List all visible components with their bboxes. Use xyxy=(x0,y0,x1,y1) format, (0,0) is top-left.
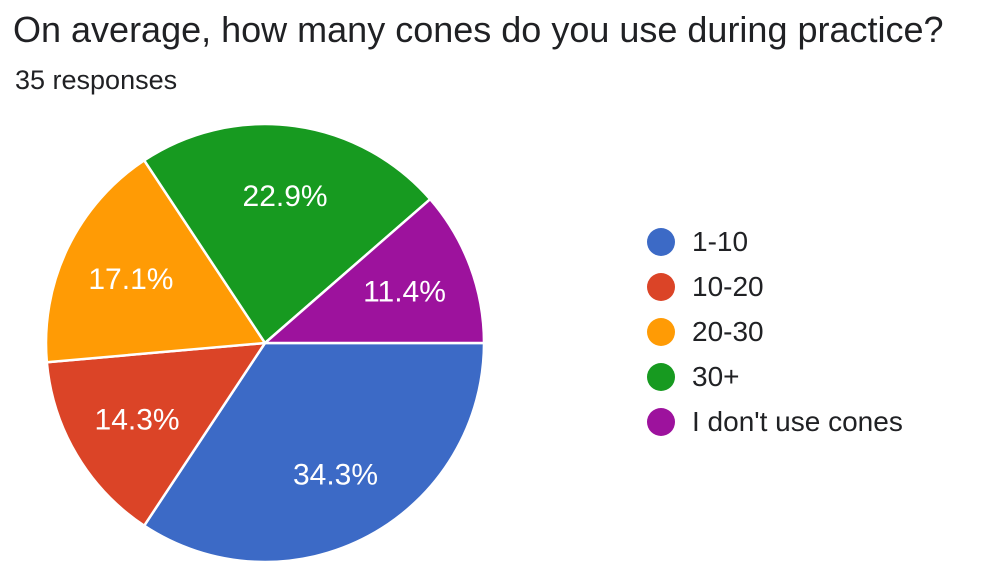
legend-item-1-10: 1-10 xyxy=(647,219,903,264)
legend-color-dot-icon xyxy=(647,407,675,436)
chart-legend: 1-10 10-20 20-30 30+ I don't use cones xyxy=(647,219,903,444)
response-count: 35 responses xyxy=(15,65,178,95)
pie-slice-10-20[interactable] xyxy=(45,341,267,527)
pie-slice-label-10-20: 14.3% xyxy=(95,404,180,437)
legend-color-dot-icon xyxy=(647,317,675,346)
pie-slice-20-30[interactable] xyxy=(44,159,267,364)
legend-color-dot-icon xyxy=(647,362,675,391)
pie-slice-label-1-10: 34.3% xyxy=(293,459,378,492)
pie-slice-label-20-30: 17.1% xyxy=(88,263,173,296)
legend-color-dot-icon xyxy=(647,227,675,256)
legend-label: 20-30 xyxy=(692,315,764,347)
question-title: On average, how many cones do you use du… xyxy=(13,9,944,50)
legend-label: 30+ xyxy=(692,360,740,392)
legend-item-i-don-t-use-cones: I don't use cones xyxy=(647,399,903,444)
legend-color-dot-icon xyxy=(647,272,675,301)
legend-item-10-20: 10-20 xyxy=(647,264,903,309)
legend-label: 10-20 xyxy=(692,270,764,302)
pie-slice-label-i-don-t-use-cones: 11.4% xyxy=(363,275,446,308)
pie-slice-label-30plus: 22.9% xyxy=(243,180,328,213)
legend-label: 1-10 xyxy=(692,225,749,257)
pie-slice-i-don-t-use-cones[interactable] xyxy=(263,197,486,345)
legend-item-20-30: 20-30 xyxy=(647,309,903,354)
pie-slice-30plus[interactable] xyxy=(142,122,432,345)
legend-item-30plus: 30+ xyxy=(647,354,903,399)
legend-label: I don't use cones xyxy=(692,405,903,437)
